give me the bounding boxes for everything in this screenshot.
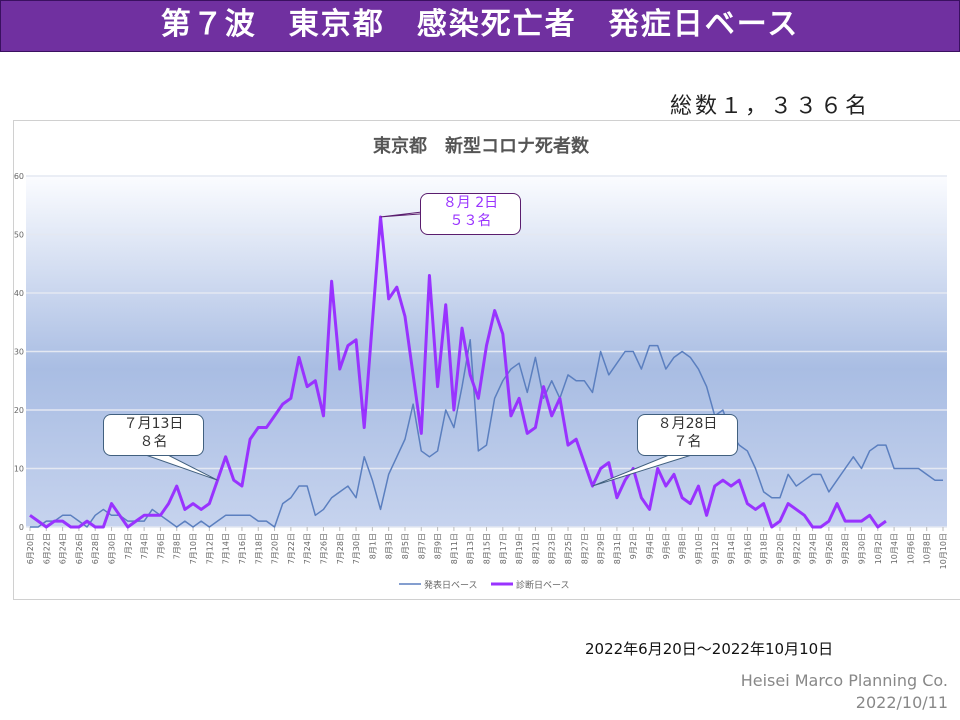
x-tick-label: 8月29日 <box>597 533 606 564</box>
legend-label: 診断日ベース <box>516 579 570 591</box>
x-tick-label: 9月2日 <box>629 533 638 559</box>
x-tick-label: 8月15日 <box>483 533 492 564</box>
x-tick-label: 7月28日 <box>336 533 345 564</box>
x-tick-label: 6月30日 <box>108 533 117 564</box>
x-tick-label: 7月26日 <box>319 533 328 564</box>
x-tick-label: 7月2日 <box>124 533 133 559</box>
x-tick-label: 6月26日 <box>75 533 84 564</box>
x-tick-label: 10月2日 <box>874 533 883 564</box>
x-tick-label: 9月24日 <box>809 533 818 564</box>
callout-jul13: ７月13日 ８名 <box>103 414 204 456</box>
y-tick-label: 50 <box>14 231 24 240</box>
x-tick-label: 7月4日 <box>140 533 149 559</box>
x-tick-label: 7月8日 <box>173 533 182 559</box>
y-tick-label: 10 <box>14 465 24 474</box>
callout-count: ７名 <box>673 434 702 450</box>
legend-label: 発表日ベース <box>424 579 478 591</box>
x-tick-label: 7月14日 <box>222 533 231 564</box>
callout-count: ８名 <box>139 434 168 450</box>
x-tick-label: 7月30日 <box>352 533 361 564</box>
x-tick-label: 7月12日 <box>205 533 214 564</box>
x-tick-label: 10月4日 <box>890 533 899 564</box>
callout-count: ５３名 <box>449 213 492 229</box>
y-tick-label: 30 <box>14 348 24 357</box>
x-tick-label: 10月6日 <box>906 533 915 564</box>
x-tick-label: 8月1日 <box>368 533 377 559</box>
series-line-diagnosis <box>29 215 887 529</box>
x-tick-label: 6月20日 <box>26 533 35 564</box>
callout-date: ７月13日 <box>123 416 184 432</box>
x-tick-label: 8月9日 <box>434 533 443 559</box>
x-tick-label: 9月18日 <box>760 533 769 564</box>
y-tick-label: 20 <box>14 406 24 415</box>
x-tick-label: 9月26日 <box>825 533 834 564</box>
callout-aug2: ８月 2日 ５３名 <box>420 193 521 235</box>
x-tick-label: 7月18日 <box>254 533 263 564</box>
x-tick-label: 9月16日 <box>743 533 752 564</box>
x-tick-label: 9月14日 <box>727 533 736 564</box>
x-tick-label: 7月16日 <box>238 533 247 564</box>
credit-date: 2022/10/11 <box>855 693 948 712</box>
y-tick-label: 0 <box>19 523 24 532</box>
callout-aug28: ８月28日 ７名 <box>637 414 738 456</box>
x-tick-label: 8月21日 <box>531 533 540 564</box>
x-tick-label: 9月8日 <box>678 533 687 559</box>
x-tick-label: 7月20日 <box>271 533 280 564</box>
x-tick-label: 9月28日 <box>841 533 850 564</box>
x-tick-label: 9月12日 <box>711 533 720 564</box>
x-tick-label: 7月6日 <box>156 533 165 559</box>
x-tick-label: 10月10日 <box>939 533 948 569</box>
credit-company: Heisei Marco Planning Co. <box>740 671 948 690</box>
x-tick-label: 8月25日 <box>564 533 573 564</box>
callout-date: ８月 2日 <box>442 195 499 211</box>
chart-title: 東京都 新型コロナ死者数 <box>373 135 590 157</box>
x-tick-label: 8月19日 <box>515 533 524 564</box>
x-tick-label: 9月22日 <box>792 533 801 564</box>
x-tick-label: 10月8日 <box>923 533 932 564</box>
total-count: 総数１，３３６名 <box>670 94 871 119</box>
y-tick-label: 60 <box>14 172 24 181</box>
x-tick-label: 6月22日 <box>42 533 51 564</box>
x-tick-label: 6月28日 <box>91 533 100 564</box>
chart: 0 10 20 30 40 50 60 6月20日 6月22日 6月24日 6月26日 6月28日 6月… <box>13 120 960 600</box>
x-tick-label: 7月24日 <box>303 533 312 564</box>
x-tick-label: 8月17日 <box>499 533 508 564</box>
x-tick-label: 8月7日 <box>417 533 426 559</box>
x-tick-label: 7月22日 <box>287 533 296 564</box>
x-tick-label: 8月23日 <box>548 533 557 564</box>
x-tick-label: 9月20日 <box>776 533 785 564</box>
x-tick-label: 9月4日 <box>646 533 655 559</box>
x-tick-label: 8月11日 <box>450 533 459 564</box>
x-tick-label: 8月27日 <box>580 533 589 564</box>
y-tick-label: 40 <box>14 289 24 298</box>
x-tick-label: 9月10日 <box>694 533 703 564</box>
page-title: 第７波 東京都 感染死亡者 発症日ベース <box>0 0 960 52</box>
x-tick-label: 7月10日 <box>189 533 198 564</box>
x-tick-label: 9月6日 <box>662 533 671 559</box>
x-tick-label: 8月5日 <box>401 533 410 559</box>
x-tick-label: 8月13日 <box>466 533 475 564</box>
x-tick-label: 8月3日 <box>385 533 394 559</box>
credit: Heisei Marco Planning Co. 2022/10/11 <box>741 670 948 714</box>
callout-date: ８月28日 <box>657 416 718 432</box>
date-range: 2022年6月20日～2022年10月10日 <box>585 640 834 658</box>
x-tick-label: 6月24日 <box>59 533 68 564</box>
x-tick-label: 8月31日 <box>613 533 622 564</box>
x-tick-label: 9月30日 <box>857 533 866 564</box>
